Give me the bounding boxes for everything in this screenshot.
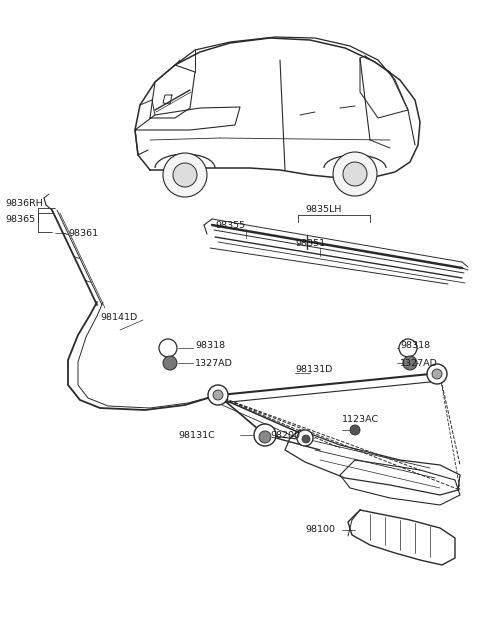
- Circle shape: [259, 431, 271, 443]
- Circle shape: [427, 364, 447, 384]
- Text: 98318: 98318: [400, 341, 430, 351]
- Text: 98200: 98200: [270, 430, 300, 440]
- Text: 98365: 98365: [5, 215, 35, 223]
- Text: 98355: 98355: [215, 221, 245, 231]
- Circle shape: [350, 425, 360, 435]
- Text: 98318: 98318: [195, 341, 225, 351]
- Circle shape: [399, 339, 417, 357]
- Circle shape: [302, 435, 310, 443]
- Text: 98100: 98100: [305, 526, 335, 534]
- Circle shape: [343, 162, 367, 186]
- Circle shape: [208, 385, 228, 405]
- Circle shape: [432, 369, 442, 379]
- Text: 98131C: 98131C: [178, 430, 215, 440]
- Circle shape: [159, 339, 177, 357]
- Text: 1327AD: 1327AD: [400, 358, 438, 368]
- Circle shape: [254, 424, 276, 446]
- Circle shape: [403, 356, 417, 370]
- Circle shape: [163, 356, 177, 370]
- Text: 98351: 98351: [295, 239, 325, 249]
- Circle shape: [333, 152, 377, 196]
- Text: 1327AD: 1327AD: [195, 358, 233, 368]
- Text: 1123AC: 1123AC: [342, 415, 379, 424]
- Circle shape: [173, 163, 197, 187]
- Circle shape: [213, 390, 223, 400]
- Circle shape: [297, 430, 313, 446]
- Circle shape: [163, 153, 207, 197]
- Text: 9835LH: 9835LH: [305, 205, 341, 213]
- Text: 98141D: 98141D: [100, 313, 137, 322]
- Text: 9836RH: 9836RH: [5, 200, 43, 208]
- Text: 98361: 98361: [68, 228, 98, 238]
- Text: 98131D: 98131D: [295, 366, 332, 374]
